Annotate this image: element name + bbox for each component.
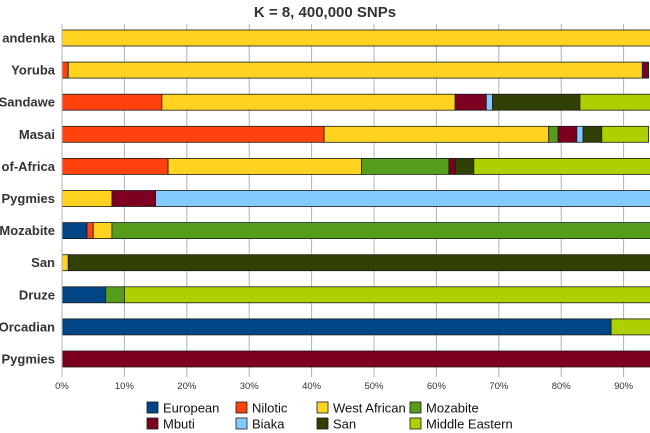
bar-segment <box>67 61 643 79</box>
bar-segment <box>61 350 650 368</box>
bar-segment <box>641 61 649 79</box>
x-tick-label: 40% <box>302 381 322 392</box>
category-label: Pygmies <box>2 191 55 206</box>
bar-segment <box>86 222 94 240</box>
bar-segment <box>492 93 581 111</box>
bar-segment <box>161 93 456 111</box>
x-tick-label: 90% <box>614 381 634 392</box>
legend-swatch <box>316 417 329 430</box>
legend-label: Mozabite <box>426 401 479 416</box>
legend-label: Middle Eastern <box>426 417 513 432</box>
bar-segment <box>557 125 578 143</box>
bar-segment <box>61 222 88 240</box>
bar-segment <box>610 318 650 336</box>
legend-swatch <box>146 401 159 414</box>
category-label: Pygmies <box>2 352 55 367</box>
legend-swatch <box>235 417 248 430</box>
bar-segment <box>111 190 156 207</box>
category-label: Druze <box>19 287 55 302</box>
axes: 0% 10% 20% 30% 40% 50% 60% 70% 80% 90% andenka Yoru… <box>0 24 634 392</box>
bar-segment <box>61 254 69 272</box>
bar-segment <box>67 254 650 272</box>
bars <box>61 29 650 368</box>
category-label: Mozabite <box>0 223 55 238</box>
chart-title: K = 8, 400,000 SNPs <box>254 4 396 21</box>
category-label: San <box>31 255 55 270</box>
bar-segment <box>485 93 493 111</box>
bar-segment <box>61 286 107 304</box>
bar-segment <box>155 190 650 207</box>
legend-label: West African <box>333 401 406 416</box>
category-label: andenka <box>2 31 56 46</box>
bar-segment <box>61 93 163 111</box>
bar-segment <box>61 190 113 207</box>
bar-segment <box>448 157 456 175</box>
x-tick-label: 0% <box>55 381 69 392</box>
bar-segment <box>105 286 125 304</box>
bar-segment <box>111 222 650 240</box>
category-label: Orcadian <box>0 319 55 334</box>
legend-swatch <box>409 417 422 430</box>
legend-label: San <box>333 417 356 432</box>
legend-swatch <box>409 401 422 414</box>
bar-segment <box>61 125 325 143</box>
category-label: Yoruba <box>11 63 56 78</box>
bar-segment <box>61 318 612 336</box>
x-tick-label: 70% <box>489 381 509 392</box>
legend-label: European <box>163 401 219 416</box>
bar-segment <box>582 125 603 143</box>
bar-segment <box>124 286 650 304</box>
bar-segment <box>167 157 362 175</box>
legend-label: Biaka <box>252 417 285 432</box>
bar-segment <box>454 157 475 175</box>
bar-segment <box>576 125 584 143</box>
category-label: Sandawe <box>0 95 55 110</box>
bar-segment <box>61 157 169 175</box>
x-tick-label: 10% <box>115 381 135 392</box>
bar-segment <box>548 125 559 143</box>
bar-segment <box>92 222 113 240</box>
bar-segment <box>61 61 69 79</box>
bar-segment <box>601 125 649 143</box>
bar-segment <box>454 93 487 111</box>
category-label: of-Africa <box>2 159 56 174</box>
x-tick-label: 30% <box>240 381 260 392</box>
x-tick-label: 80% <box>552 381 572 392</box>
legend: European Nilotic West African Mozabite Mbuti… <box>146 401 513 432</box>
legend-label: Mbuti <box>163 417 195 432</box>
bar-segment <box>361 157 450 175</box>
bar-segment <box>579 93 650 111</box>
category-label: Masai <box>19 127 55 142</box>
bar-segment <box>473 157 650 175</box>
x-tick-label: 50% <box>364 381 384 392</box>
x-tick-label: 20% <box>177 381 197 392</box>
legend-swatch <box>146 417 159 430</box>
bar-segment <box>323 125 550 143</box>
legend-label: Nilotic <box>252 401 288 416</box>
x-tick-label: 60% <box>427 381 447 392</box>
bar-segment <box>61 29 650 47</box>
legend-swatch <box>316 401 329 414</box>
legend-swatch <box>235 401 248 414</box>
